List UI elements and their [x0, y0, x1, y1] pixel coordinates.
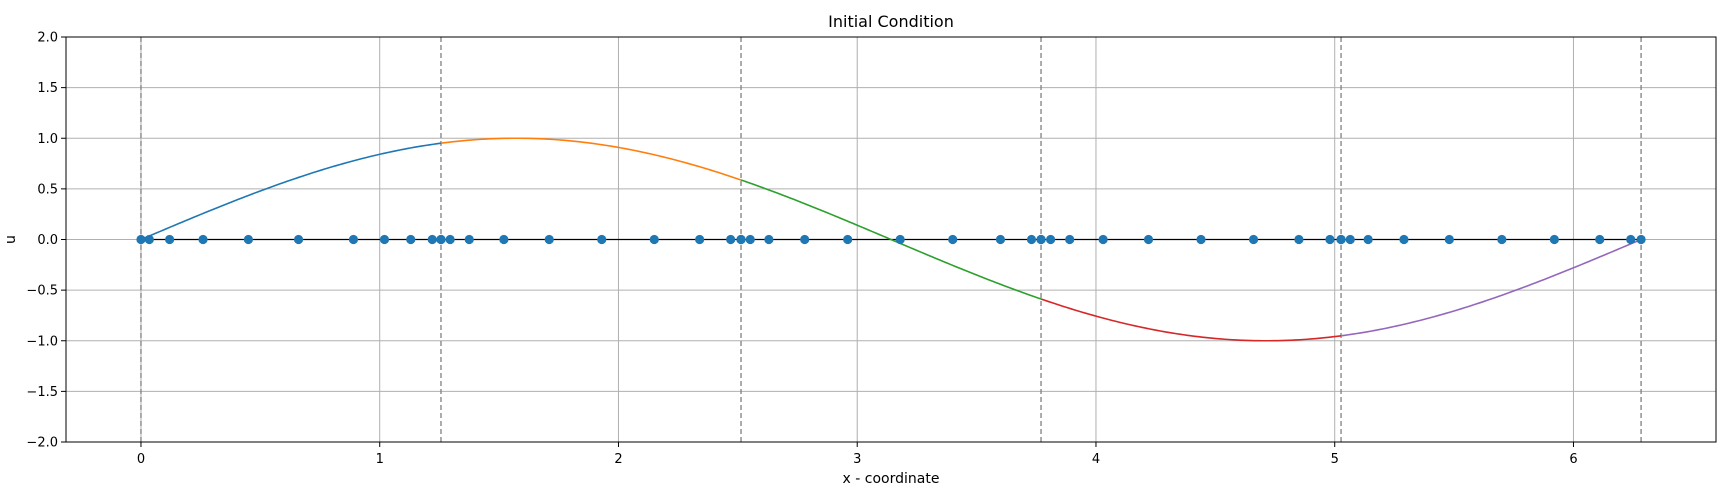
- y-tick-label: −0.5: [26, 284, 58, 299]
- node-marker: [843, 234, 853, 245]
- node-marker-layer: [136, 234, 1646, 245]
- node-marker: [597, 234, 607, 245]
- node-marker: [1549, 234, 1559, 245]
- node-marker: [745, 234, 755, 245]
- x-tick-label: 2: [614, 452, 622, 467]
- node-marker: [544, 234, 554, 245]
- node-marker: [948, 234, 958, 245]
- series-line-1: [140, 142, 442, 241]
- x-axis-title: x - coordinate: [843, 471, 940, 487]
- node-marker: [464, 234, 474, 245]
- node-marker: [1444, 234, 1454, 245]
- node-marker: [764, 234, 774, 245]
- series-line-5: [1340, 238, 1642, 337]
- node-marker: [499, 234, 509, 245]
- node-marker: [1248, 234, 1259, 245]
- node-marker: [198, 234, 208, 245]
- node-marker: [165, 234, 175, 245]
- node-marker: [144, 234, 154, 245]
- node-marker: [243, 234, 254, 245]
- node-marker: [1036, 234, 1046, 245]
- series-line-2: [440, 137, 742, 181]
- y-tick-label: 0.0: [37, 233, 58, 248]
- y-tick-label: −1.0: [26, 334, 58, 349]
- node-marker: [406, 234, 416, 245]
- y-axis-title: u: [3, 235, 19, 244]
- node-marker: [1345, 234, 1355, 245]
- series-line-3: [740, 179, 1042, 300]
- node-marker: [427, 234, 437, 245]
- node-marker: [293, 234, 304, 245]
- x-tick-label: 6: [1569, 452, 1577, 467]
- node-marker: [1098, 234, 1108, 245]
- node-marker: [436, 234, 446, 245]
- x-tick-label: 3: [853, 452, 861, 467]
- y-tick-label: −1.5: [26, 385, 58, 400]
- node-marker: [1626, 234, 1636, 245]
- node-marker: [1325, 234, 1335, 245]
- node-marker: [995, 234, 1006, 245]
- node-marker: [895, 234, 905, 245]
- y-tick-label: 1.5: [37, 81, 58, 96]
- node-marker: [695, 234, 705, 245]
- node-marker: [379, 234, 390, 245]
- node-marker: [1143, 234, 1154, 245]
- y-tick-label: −2.0: [26, 436, 58, 451]
- node-marker: [136, 234, 146, 245]
- node-marker: [800, 234, 810, 245]
- node-marker: [1336, 234, 1346, 245]
- x-tick-label: 1: [376, 452, 384, 467]
- node-marker: [1595, 234, 1605, 245]
- node-marker: [1363, 234, 1373, 245]
- chart-title: Initial Condition: [828, 12, 954, 31]
- node-marker: [1399, 234, 1409, 245]
- y-tick-label: 0.5: [37, 182, 58, 197]
- node-marker: [1046, 234, 1056, 245]
- x-tick-label: 5: [1331, 452, 1339, 467]
- node-marker: [1294, 234, 1304, 245]
- node-marker: [1026, 234, 1037, 245]
- node-marker: [736, 234, 746, 245]
- node-marker: [1497, 234, 1507, 245]
- x-tick-label: 4: [1092, 452, 1100, 467]
- node-marker: [348, 234, 359, 245]
- x-tick-label: 0: [137, 452, 145, 467]
- node-marker: [1196, 234, 1206, 245]
- node-marker: [1636, 234, 1646, 245]
- node-marker: [1065, 234, 1075, 245]
- node-marker: [445, 234, 455, 245]
- node-marker: [726, 234, 736, 245]
- series-layer: [140, 137, 1642, 342]
- y-tick-label: 1.0: [37, 132, 58, 147]
- y-tick-label: 2.0: [37, 31, 58, 46]
- tick-layer: 0 1 2 3 4 5 6 −2.0 −1.5 −1.0 −0.5 0.0 0.5 1.0 1.5 2.0: [26, 31, 1577, 468]
- node-marker: [649, 234, 659, 245]
- series-line-4: [1040, 298, 1342, 342]
